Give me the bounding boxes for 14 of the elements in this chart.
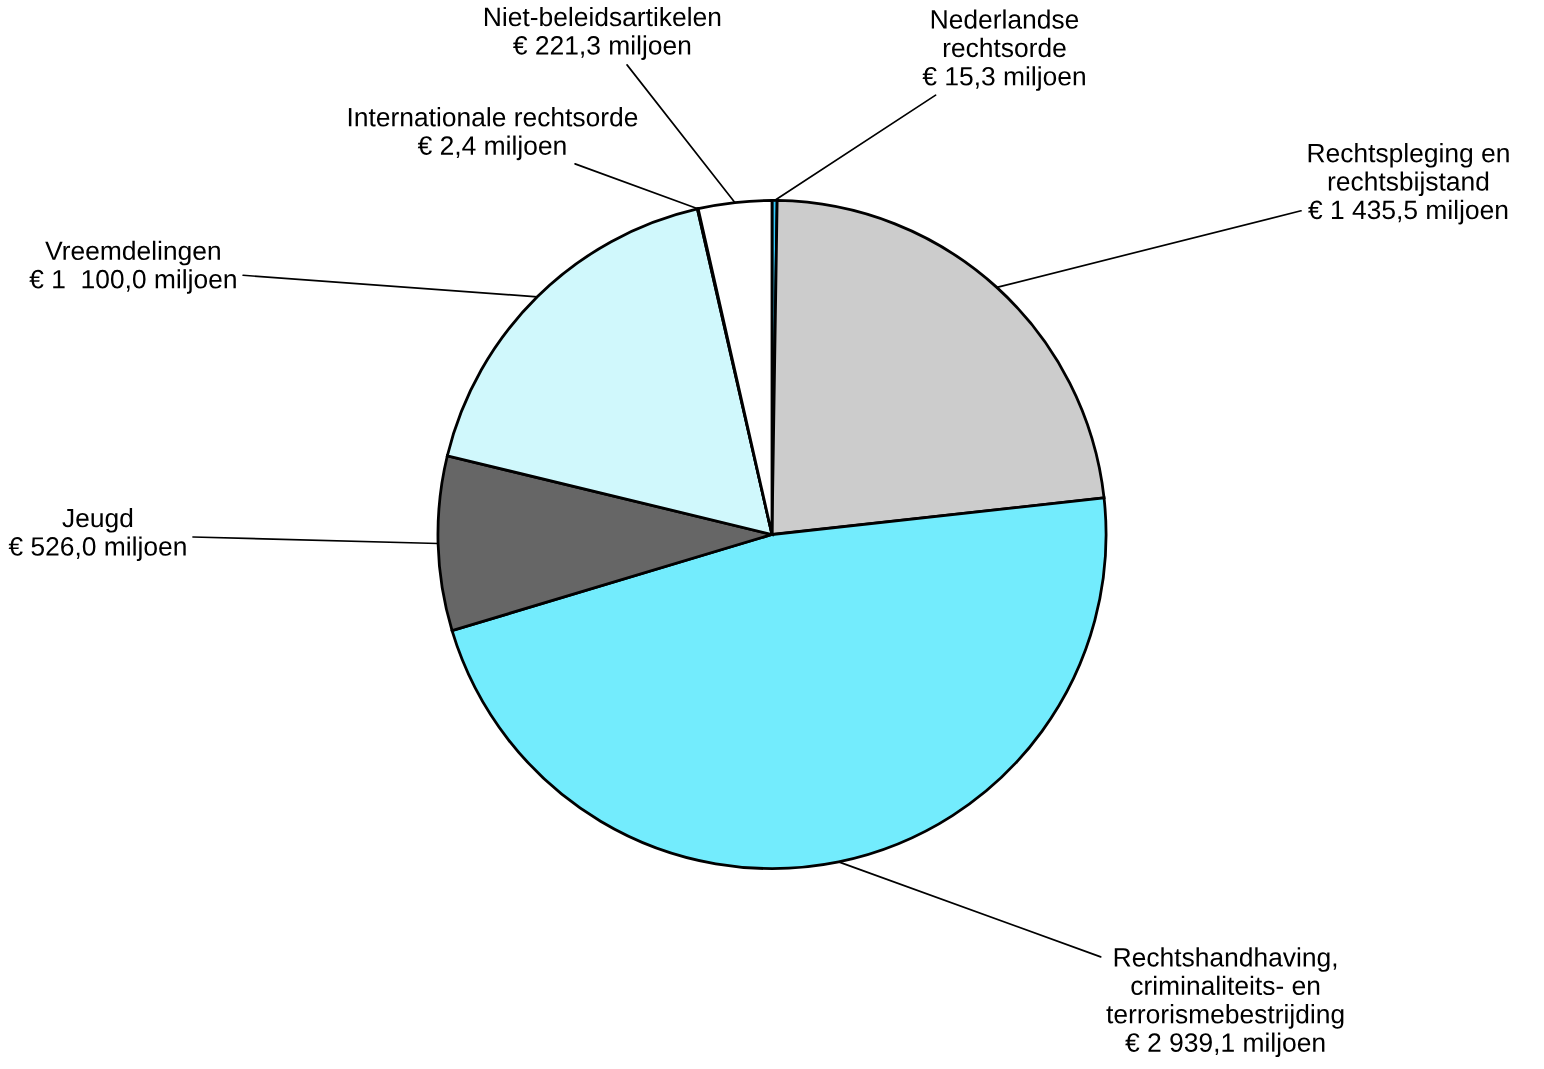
slice-label: Nederlandse rechtsorde [931,9,1079,58]
data-label: € 15,3 miljoen [922,66,1085,91]
data-label: € 1 435,5 miljoen [1308,199,1508,225]
slice-label: Rechtshandhaving, criminaliteits- en terrorismebestrijding [1106,947,1344,1029]
slice-label: Rechtspleging en rechtsbijstand [1308,143,1509,197]
slice-label: Jeugd [62,507,133,533]
slice-label: Vreemdelingen [45,240,220,266]
data-label: € 2,4 miljoen [417,135,566,161]
slice-label: Niet-beleidsartikelen [484,6,721,27]
data-label: € 1 100,0 miljoen [29,269,236,294]
data-label: € 526,0 miljoen [8,536,186,562]
data-label: € 221,3 miljoen [513,35,691,60]
data-label: € 2 939,1 miljoen [1125,1032,1325,1058]
slice-label: Internationale rechtsorde [348,107,638,127]
